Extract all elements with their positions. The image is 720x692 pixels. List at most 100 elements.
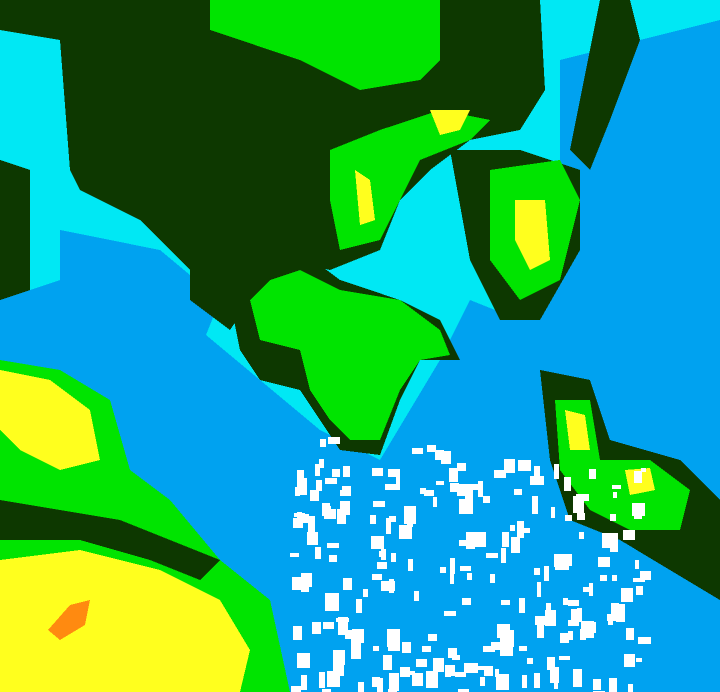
white-speckle bbox=[424, 490, 434, 496]
white-speckle bbox=[560, 633, 569, 643]
white-speckle bbox=[464, 663, 478, 673]
white-speckle bbox=[577, 608, 582, 622]
white-speckle bbox=[544, 566, 549, 581]
white-speckle bbox=[576, 494, 589, 501]
white-speckle bbox=[616, 604, 625, 622]
white-speckle bbox=[633, 578, 645, 582]
white-speckle bbox=[427, 445, 436, 452]
white-speckle bbox=[379, 551, 384, 557]
region-dark-green-west bbox=[0, 160, 30, 300]
region-green-india bbox=[250, 270, 450, 440]
white-speckle bbox=[307, 532, 318, 545]
white-speckle bbox=[333, 650, 345, 665]
white-speckle bbox=[389, 516, 396, 522]
white-speckle bbox=[295, 487, 300, 496]
white-speckle bbox=[546, 603, 551, 619]
white-speckle bbox=[386, 518, 391, 534]
region-blue-west bbox=[60, 230, 220, 350]
white-speckle bbox=[638, 637, 651, 644]
white-speckle bbox=[593, 679, 601, 690]
white-speckle bbox=[370, 515, 376, 524]
white-speckle bbox=[388, 689, 397, 692]
white-speckle bbox=[420, 488, 426, 494]
white-speckle bbox=[290, 553, 299, 557]
white-speckle bbox=[450, 558, 455, 574]
white-speckle bbox=[559, 656, 570, 660]
region-dark-green-sw bbox=[0, 500, 220, 580]
white-speckle bbox=[319, 672, 325, 688]
white-speckle bbox=[532, 496, 538, 514]
white-speckle bbox=[583, 587, 592, 592]
region-green-top bbox=[210, 0, 440, 90]
white-speckle bbox=[491, 642, 501, 650]
white-speckle bbox=[300, 478, 307, 495]
region-orange-sw bbox=[48, 600, 90, 640]
white-speckle bbox=[412, 673, 423, 686]
white-speckle bbox=[573, 496, 584, 513]
white-speckle bbox=[623, 530, 635, 540]
white-speckle bbox=[501, 600, 510, 605]
white-speckle bbox=[308, 516, 315, 534]
white-speckle bbox=[292, 577, 304, 590]
white-speckle bbox=[568, 631, 573, 640]
white-speckle bbox=[469, 484, 480, 490]
region-yellow-sw-2 bbox=[0, 550, 250, 692]
white-speckle bbox=[402, 671, 415, 675]
white-speckle bbox=[445, 670, 451, 677]
white-speckle bbox=[579, 532, 584, 539]
white-speckle bbox=[641, 468, 646, 472]
white-speckle bbox=[331, 509, 336, 519]
region-dark-green-north bbox=[0, 0, 545, 330]
white-speckle bbox=[340, 624, 347, 628]
white-speckle bbox=[480, 677, 485, 686]
white-speckle bbox=[435, 450, 444, 460]
white-speckle bbox=[500, 641, 513, 656]
white-speckle bbox=[325, 478, 337, 484]
white-speckle bbox=[640, 571, 651, 580]
white-speckle bbox=[483, 646, 495, 652]
white-speckle bbox=[449, 468, 458, 482]
white-speckle bbox=[636, 586, 643, 595]
white-speckle bbox=[340, 501, 350, 515]
white-speckle bbox=[343, 466, 350, 477]
white-speckle bbox=[534, 673, 540, 688]
white-speckle bbox=[452, 655, 460, 660]
white-speckle bbox=[602, 533, 610, 548]
white-speckle bbox=[611, 603, 619, 617]
white-speckle bbox=[478, 481, 483, 497]
white-speckle bbox=[563, 598, 568, 605]
white-speckle bbox=[612, 485, 621, 489]
white-speckle bbox=[455, 672, 466, 677]
white-speckle bbox=[372, 468, 383, 476]
white-speckle bbox=[568, 600, 579, 606]
white-speckle bbox=[492, 553, 498, 558]
white-speckle bbox=[519, 598, 525, 613]
white-speckle bbox=[291, 686, 301, 692]
white-speckle bbox=[351, 645, 361, 659]
white-speckle bbox=[312, 622, 321, 634]
white-speckle bbox=[328, 437, 340, 444]
region-yellow-sw-1 bbox=[0, 370, 100, 470]
white-speckle bbox=[412, 448, 423, 454]
white-speckle bbox=[474, 532, 486, 547]
white-speckle bbox=[628, 684, 633, 692]
white-speckle bbox=[612, 575, 617, 581]
white-speckle bbox=[565, 515, 572, 521]
white-speckle bbox=[441, 451, 451, 464]
white-speckle bbox=[327, 671, 340, 687]
white-speckle bbox=[363, 589, 368, 597]
region-yellow-north-2 bbox=[515, 200, 550, 270]
white-speckle bbox=[457, 488, 469, 496]
white-speckle bbox=[511, 537, 520, 553]
white-speckle bbox=[391, 553, 396, 562]
white-speckle bbox=[466, 532, 475, 549]
white-speckle bbox=[462, 598, 471, 605]
white-speckle bbox=[483, 496, 490, 503]
white-speckle bbox=[301, 675, 307, 690]
white-speckle bbox=[589, 583, 593, 596]
white-speckle bbox=[342, 486, 351, 494]
white-speckle bbox=[589, 469, 596, 479]
white-speckle bbox=[547, 657, 555, 670]
white-speckle bbox=[571, 609, 577, 623]
white-speckle bbox=[324, 506, 331, 519]
